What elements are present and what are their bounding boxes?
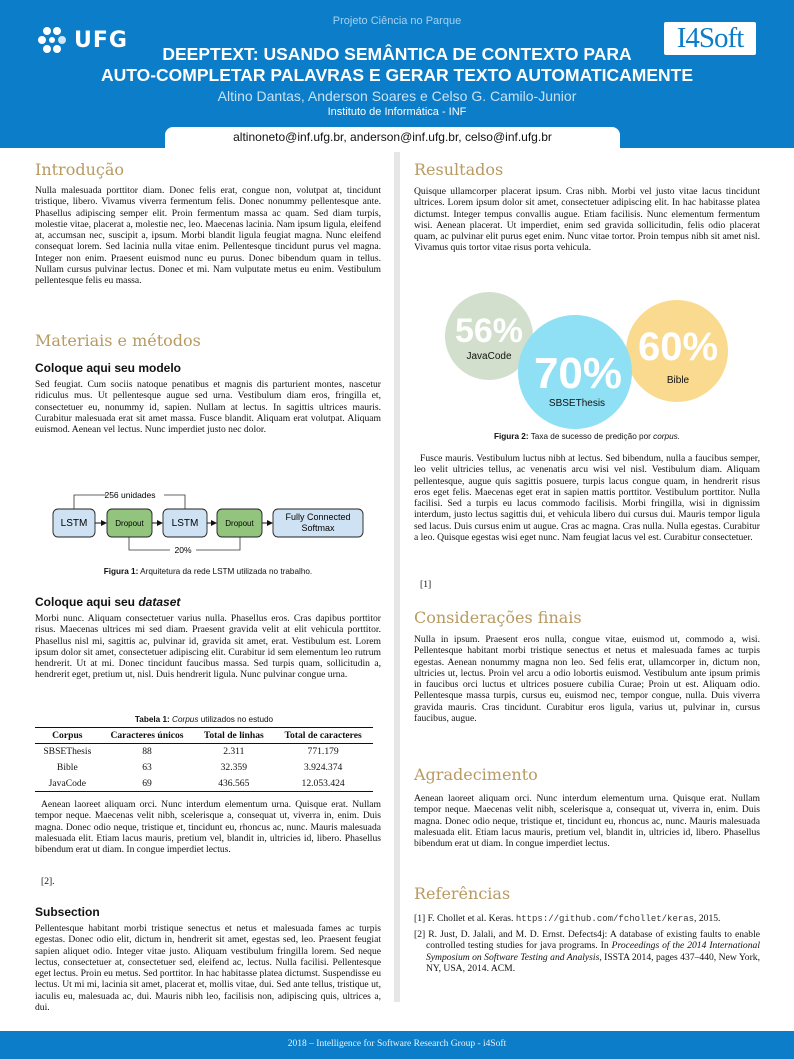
section-title-consideracoes: Considerações finais <box>414 608 582 627</box>
cell: 436.565 <box>218 777 250 789</box>
ufg-hexagon-icon <box>38 27 66 53</box>
javacode-label: JavaCode <box>466 351 511 362</box>
bible-circle <box>626 300 728 402</box>
section-title-introducao: Introdução <box>35 160 125 179</box>
table-row: SBSEThesis 88 2.311 771.179 <box>35 744 373 760</box>
table-header-row: Corpus Caracteres únicos Total de linhas… <box>35 727 373 744</box>
javacode-circle <box>445 292 533 380</box>
section-title-resultados: Resultados <box>414 160 504 179</box>
poster-footer: 2018 – Intelligence for Software Researc… <box>0 1031 794 1059</box>
units-bracket <box>73 494 186 509</box>
section-title-agradecimento: Agradecimento <box>414 765 538 784</box>
acknowledgements-paragraph: Aenean laoreet aliquam orci. Nunc interd… <box>414 793 760 850</box>
column-divider <box>394 152 400 1002</box>
citation-1: [1] <box>420 579 432 590</box>
sbsethesis-value: 70% <box>534 349 622 398</box>
lstm-node-1-label: LSTM <box>61 518 88 529</box>
intro-paragraph: Nulla malesuada porttitor diam. Donec fe… <box>35 185 381 287</box>
fully-connected-node <box>272 508 364 538</box>
cell: 69 <box>142 777 152 789</box>
i4soft-logo: I4Soft <box>664 22 756 55</box>
col-total-chars: Total de caracteres <box>273 727 373 744</box>
model-paragraph: Sed feugiat. Cum sociis natoque penatibu… <box>35 379 381 436</box>
dataset-paragraph: Morbi nunc. Aliquam consectetuer varius … <box>35 613 381 681</box>
conclusions-paragraph: Nulla in ipsum. Praesent eros nulla, con… <box>414 634 760 725</box>
softmax-label: Softmax <box>301 523 335 533</box>
cell: 771.179 <box>307 746 339 758</box>
section-title-materiais: Materiais e métodos <box>35 331 201 350</box>
cell: SBSEThesis <box>43 746 92 758</box>
figure2-caption: Figura 2: Taxa de sucesso de predição po… <box>494 432 680 441</box>
poster-title-line1: DEEPTEXT: USANDO SEMÂNTICA DE CONTEXTO P… <box>162 44 632 64</box>
table-row: JavaCode 69 436.565 12.053.424 <box>35 776 373 792</box>
cell: 63 <box>142 762 152 773</box>
lstm-architecture-diagram: 256 unidades 20% LSTM Dropout LSTM Dropo… <box>52 490 364 555</box>
table1-caption: Tabela 1: Corpus utilizados no estudo <box>134 715 274 724</box>
cell: 12.053.424 <box>301 777 345 789</box>
javacode-value: 56% <box>455 312 523 350</box>
figure1-caption: Figura 1: Arquitetura da rede LSTM utili… <box>103 567 313 576</box>
subsection-paragraph: Pellentesque habitant morbi tristique se… <box>35 923 381 1014</box>
cell: 32.359 <box>220 762 247 773</box>
author-emails: altinoneto@inf.ufg.br, anderson@inf.ufg.… <box>165 127 620 149</box>
results-paragraph: Quisque ullamcorper placerat ipsum. Cras… <box>414 186 760 254</box>
results-paragraph-2: Fusce mauris. Vestibulum luctus nibh at … <box>414 453 760 544</box>
section-title-referencias: Referências <box>414 884 511 903</box>
project-name: Projeto Ciência no Parque <box>332 15 462 27</box>
subsection-dataset: Coloque aqui seu dataset <box>35 595 181 609</box>
reference-2: [2] R. Just, D. Jalali, and M. D. Ernst.… <box>414 929 760 974</box>
after-table-paragraph: Aenean laoreet aliquam orci. Nunc interd… <box>35 799 381 856</box>
ufg-logo: UFG <box>38 24 128 56</box>
col-lines: Total de linhas <box>194 727 274 744</box>
sbsethesis-circle <box>518 315 632 429</box>
keras-link[interactable]: https://github.com/fchollet/keras <box>515 914 695 924</box>
poster-title-line2: AUTO-COMPLETAR PALAVRAS E GERAR TEXTO AU… <box>100 65 694 85</box>
bible-label: Bible <box>667 375 690 386</box>
poster-header: UFG Projeto Ciência no Parque DEEPTEXT: … <box>0 0 794 149</box>
dropout-rate-label: 20% <box>174 545 191 555</box>
lstm-node-2-label: LSTM <box>172 518 199 529</box>
dropout-bracket <box>128 537 241 551</box>
cell: JavaCode <box>48 777 86 789</box>
authors: Altino Dantas, Anderson Soares e Celso G… <box>217 88 577 104</box>
cell: 2.311 <box>223 746 245 758</box>
cell: Bible <box>56 762 78 773</box>
col-unique-chars: Caracteres únicos <box>99 727 195 744</box>
bible-value: 60% <box>638 325 718 369</box>
cell: 3.924.374 <box>303 762 343 773</box>
subsection-heading: Subsection <box>35 905 100 919</box>
table-row: Bible 63 32.359 3.924.374 <box>35 760 373 776</box>
success-rate-figure: 56% JavaCode 60% Bible 70% SBSEThesis <box>445 292 728 429</box>
reference-1: [1] F. Chollet et al. Keras. https://git… <box>414 913 721 924</box>
subsection-modelo: Coloque aqui seu modelo <box>35 361 182 375</box>
fully-connected-label: Fully Connected <box>285 512 350 522</box>
col-corpus: Corpus <box>35 727 100 744</box>
institute: Instituto de Informática - INF <box>327 106 467 118</box>
dropout-node-2-label: Dropout <box>225 519 254 528</box>
units-label: 256 unidades <box>104 490 155 500</box>
sbsethesis-label: SBSEThesis <box>549 398 605 409</box>
citation-2: [2]. <box>41 876 55 887</box>
corpus-table: Corpus Caracteres únicos Total de linhas… <box>35 727 373 792</box>
cell: 88 <box>142 746 152 758</box>
ufg-logo-text: UFG <box>74 27 128 53</box>
dropout-node-1-label: Dropout <box>115 519 144 528</box>
